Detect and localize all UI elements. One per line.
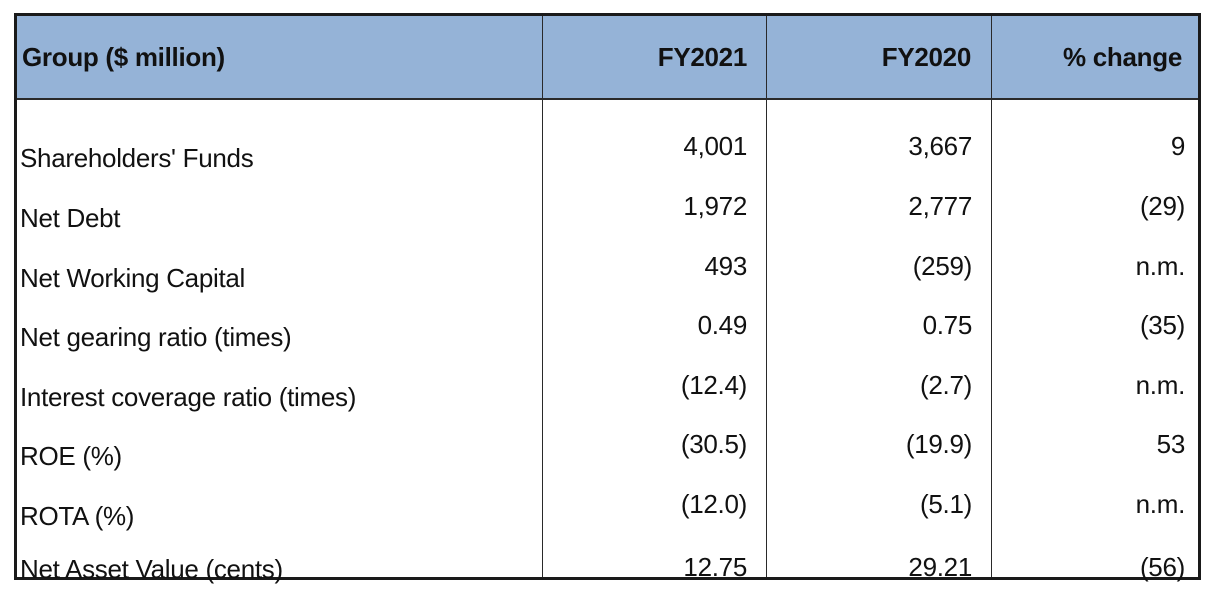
cell-fy2020: 0.75 [922, 310, 973, 340]
row-label: Shareholders' Funds [20, 143, 254, 173]
cell-fy2021: 493 [704, 251, 748, 281]
column-divider [991, 16, 992, 577]
cell-percent-change: n.m. [1135, 251, 1186, 281]
header-fy2021: FY2021 [657, 41, 748, 72]
table-row: ROTA (%) (12.0) (5.1) n.m. [17, 477, 1198, 537]
cell-fy2020: (5.1) [920, 489, 972, 519]
cell-percent-change: 53 [1156, 429, 1186, 459]
cell-percent-change: n.m. [1135, 489, 1186, 519]
table-row: ROE (%) (30.5) (19.9) 53 [17, 417, 1198, 477]
table-row: Net Working Capital 493 (259) n.m. [17, 239, 1198, 299]
table-row: Net gearing ratio (times) 0.49 0.75 (35) [17, 298, 1198, 358]
column-divider [542, 16, 543, 577]
table-row: Net Debt 1,972 2,777 (29) [17, 179, 1198, 239]
cell-percent-change: 9 [1170, 131, 1185, 161]
header-group: Group ($ million) [22, 41, 225, 72]
table-row: Net Asset Value (cents) 12.75 29.21 (56) [17, 536, 1198, 596]
column-divider [766, 16, 767, 577]
row-label: Net Working Capital [20, 263, 246, 293]
cell-percent-change: (35) [1139, 310, 1185, 340]
cell-fy2020: 3,667 [908, 131, 972, 161]
cell-percent-change: n.m. [1135, 370, 1186, 400]
row-label: Interest coverage ratio (times) [20, 382, 357, 412]
row-label: ROE (%) [20, 441, 122, 471]
cell-fy2021: 1,972 [683, 191, 747, 221]
cell-fy2021: 0.49 [697, 310, 748, 340]
cell-fy2020: (259) [912, 251, 973, 281]
row-label: ROTA (%) [20, 501, 135, 531]
table-row: Interest coverage ratio (times) (12.4) (2.… [17, 358, 1198, 418]
header-fy2020: FY2020 [881, 41, 972, 72]
cell-percent-change: (29) [1139, 191, 1185, 221]
cell-fy2020: 29.21 [908, 552, 972, 582]
row-label: Net Asset Value (cents) [20, 554, 283, 584]
header-percent-change: % change [1063, 41, 1182, 72]
cell-fy2020: 2,777 [908, 191, 972, 221]
row-label: Net gearing ratio (times) [20, 322, 292, 352]
table-row: Shareholders' Funds 4,001 3,667 9 [17, 119, 1198, 179]
financial-summary-table: Group ($ million) FY2021 FY2020 % change… [14, 13, 1201, 584]
cell-fy2021: 4,001 [683, 131, 747, 161]
cell-fy2021: 12.75 [683, 552, 747, 582]
cell-percent-change: (56) [1139, 552, 1185, 582]
cell-fy2020: (2.7) [920, 370, 972, 400]
table-header-row: Group ($ million) FY2021 FY2020 % change [17, 16, 1198, 100]
cell-fy2021: (12.0) [680, 489, 747, 519]
cell-fy2020: (19.9) [905, 429, 972, 459]
cell-fy2021: (12.4) [680, 370, 747, 400]
row-label: Net Debt [20, 203, 121, 233]
cell-fy2021: (30.5) [680, 429, 747, 459]
